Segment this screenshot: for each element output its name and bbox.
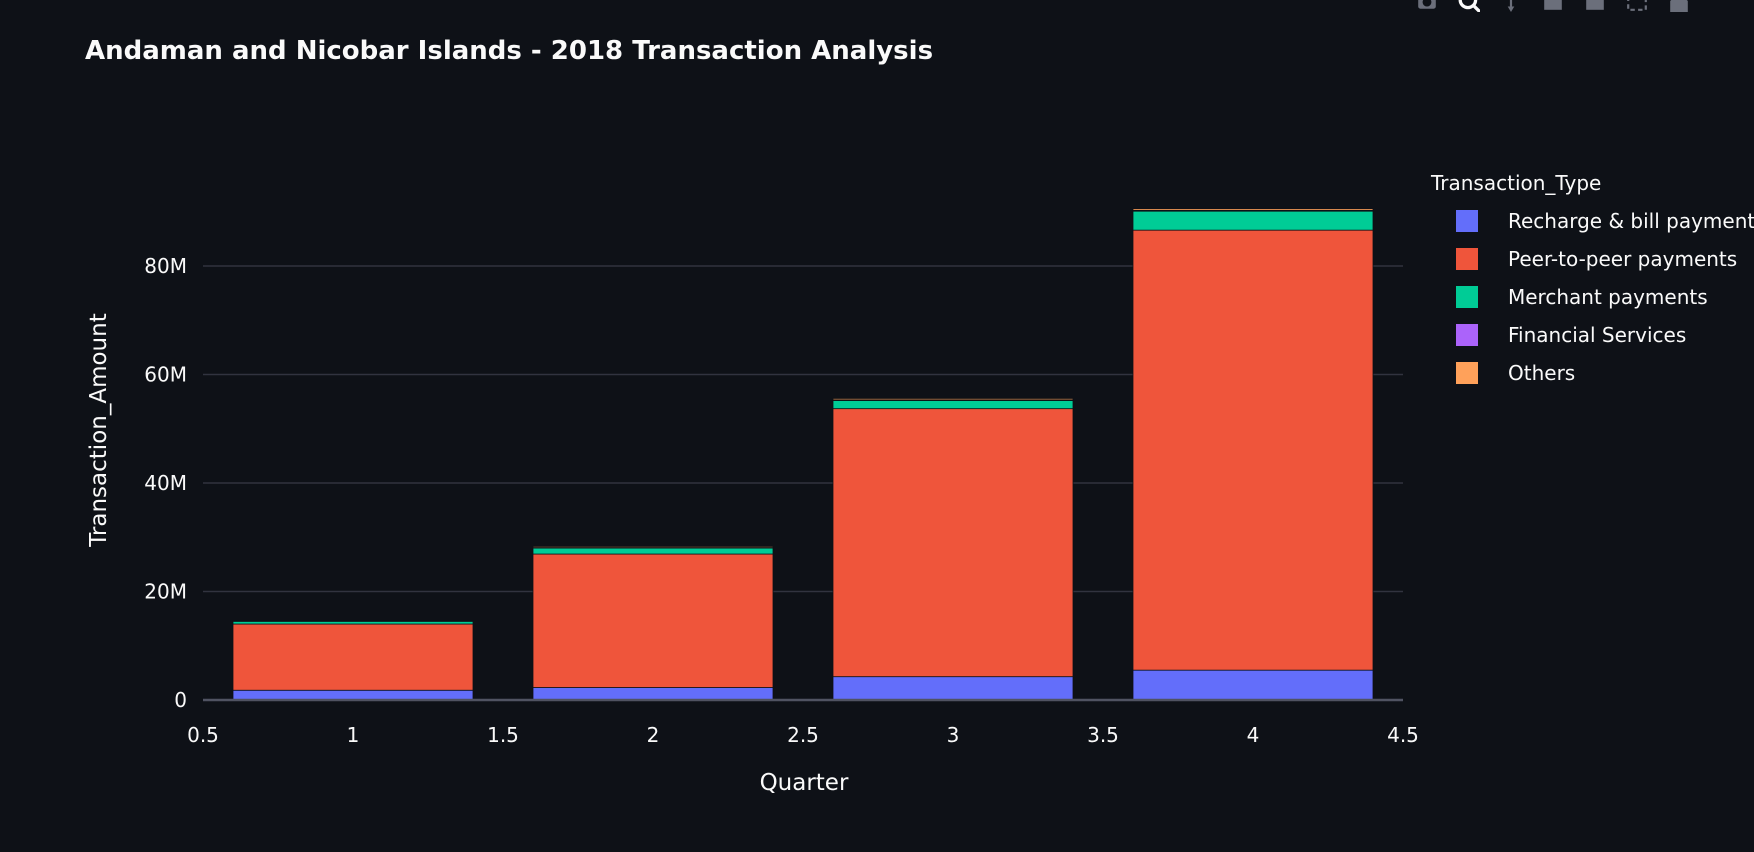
x-tick-label: 1.5: [487, 723, 519, 747]
x-tick-label: 2.5: [787, 723, 819, 747]
zoom-icon[interactable]: [1454, 0, 1482, 14]
x-axis-title: Quarter: [760, 770, 849, 796]
autoscale-icon[interactable]: [1622, 0, 1650, 14]
legend-label: Merchant payments: [1508, 285, 1708, 309]
bar-segment[interactable]: [1133, 209, 1373, 211]
bar-segment[interactable]: [833, 398, 1073, 399]
home-icon[interactable]: [1664, 0, 1692, 14]
x-tick-label: 1: [347, 723, 360, 747]
legend-swatch: [1456, 286, 1478, 308]
pan-icon[interactable]: [1496, 0, 1524, 14]
fullscreen-icon[interactable]: [1706, 0, 1734, 14]
x-tick-label: 3: [947, 723, 960, 747]
bar-segment[interactable]: [833, 401, 1073, 409]
x-tick-label: 0.5: [187, 723, 219, 747]
y-tick-label: 80M: [144, 254, 187, 278]
y-tick-label: 60M: [144, 362, 187, 386]
legend-swatch: [1456, 362, 1478, 384]
legend-swatch: [1456, 210, 1478, 232]
bar-segment[interactable]: [533, 554, 773, 687]
x-tick-label: 3.5: [1087, 723, 1119, 747]
legend-label: Others: [1508, 361, 1575, 385]
legend-swatch: [1456, 248, 1478, 270]
bar-segment[interactable]: [533, 688, 773, 700]
bar-segment[interactable]: [833, 409, 1073, 677]
x-tick-label: 2: [647, 723, 660, 747]
legend-swatch: [1456, 324, 1478, 346]
y-tick-label: 0: [174, 688, 187, 712]
bar-segment[interactable]: [1133, 230, 1373, 670]
bar-segment[interactable]: [533, 548, 773, 554]
bar-segment[interactable]: [233, 624, 473, 690]
bar-segment[interactable]: [1133, 211, 1373, 230]
chart-title: Andaman and Nicobar Islands - 2018 Trans…: [85, 36, 933, 66]
bar-segment[interactable]: [233, 690, 473, 700]
legend-item[interactable]: Others: [1456, 361, 1575, 385]
legend-title: Transaction_Type: [1430, 171, 1601, 195]
bar-segment[interactable]: [233, 621, 473, 622]
y-tick-label: 40M: [144, 471, 187, 495]
x-tick-label: 4.5: [1387, 723, 1419, 747]
zoom-out-icon[interactable]: [1580, 0, 1608, 14]
bar-segment[interactable]: [233, 621, 473, 624]
y-axis-title: Transaction_Amount: [86, 313, 112, 547]
modebar: [1412, 0, 1734, 14]
zoom-in-icon[interactable]: [1538, 0, 1566, 14]
bar-segment[interactable]: [833, 677, 1073, 700]
bar-segment[interactable]: [1133, 670, 1373, 700]
legend-label: Financial Services: [1508, 323, 1686, 347]
camera-icon[interactable]: [1412, 0, 1440, 14]
x-tick-label: 4: [1247, 723, 1260, 747]
bar-segment[interactable]: [533, 546, 773, 547]
legend-label: Peer-to-peer payments: [1508, 247, 1737, 271]
y-tick-label: 20M: [144, 579, 187, 603]
legend-label: Recharge & bill payments: [1508, 209, 1754, 233]
